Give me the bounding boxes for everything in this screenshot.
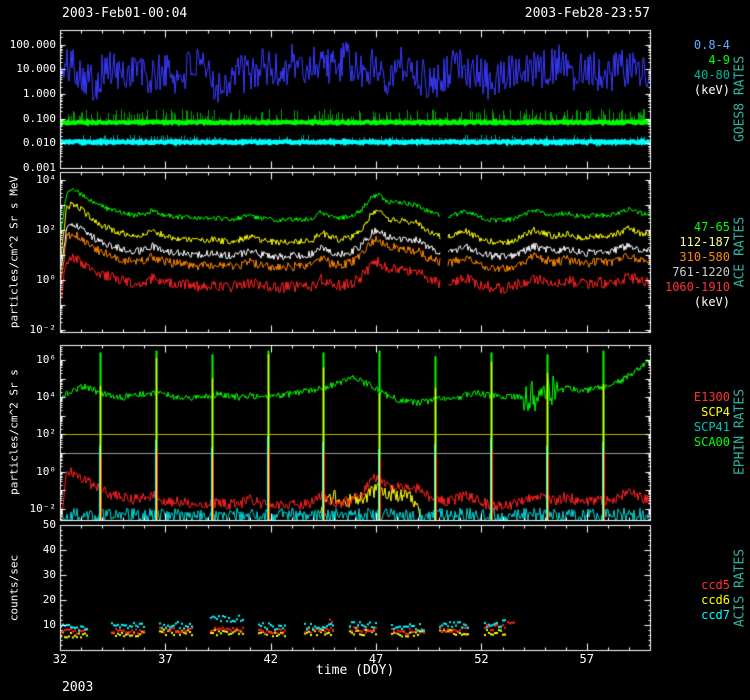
- y-tick-label: 10⁻²: [0, 323, 56, 336]
- x-tick-label: 57: [569, 652, 605, 666]
- y-tick-label: 50: [0, 518, 56, 531]
- legend-entry: (keV): [652, 295, 730, 310]
- panel-legend: E1300SCP4SCP41SCA00: [652, 390, 730, 450]
- legend-entry: 310-580: [652, 250, 730, 265]
- legend-entry: 1060-1910: [652, 280, 730, 295]
- y-tick-label: 0.010: [0, 136, 56, 149]
- ephin-panel-title: EPHIN RATES: [733, 389, 748, 475]
- legend-entry: 0.8-4: [652, 38, 730, 53]
- y-tick-label: 10⁻²: [0, 502, 56, 515]
- y-tick-label: 10⁰: [0, 465, 56, 478]
- legend-entry: 40-80: [652, 68, 730, 83]
- x-tick-label: 52: [463, 652, 499, 666]
- acis-panel-title: ACIS RATES: [733, 549, 748, 627]
- y-tick-label: 10²: [0, 427, 56, 440]
- legend-entry: 761-1220: [652, 265, 730, 280]
- y-tick-label: 10.000: [0, 62, 56, 75]
- legend-entry: ccd6: [652, 593, 730, 608]
- panel-legend: 47-65112-187310-580761-12201060-1910(keV…: [652, 220, 730, 310]
- panel-legend: ccd5ccd6ccd7: [652, 578, 730, 623]
- y-tick-label: 10⁴: [0, 390, 56, 403]
- y-tick-label: 10²: [0, 223, 56, 236]
- legend-entry: (keV): [652, 83, 730, 98]
- year-label: 2003: [62, 680, 93, 695]
- legend-entry: 47-65: [652, 220, 730, 235]
- legend-entry: 112-187: [652, 235, 730, 250]
- acis-y-axis-label: counts/sec: [8, 555, 21, 621]
- legend-entry: 4-9: [652, 53, 730, 68]
- y-tick-label: 10⁴: [0, 173, 56, 186]
- y-tick-label: 100.000: [0, 38, 56, 51]
- y-tick-label: 40: [0, 543, 56, 556]
- legend-entry: SCP4: [652, 405, 730, 420]
- y-tick-label: 1.000: [0, 87, 56, 100]
- y-tick-label: 10: [0, 618, 56, 631]
- end-time-label: 2003-Feb28-23:57: [525, 6, 650, 21]
- ace-panel-title: ACE RATES: [733, 217, 748, 287]
- legend-entry: E1300: [652, 390, 730, 405]
- y-tick-label: 0.100: [0, 112, 56, 125]
- y-tick-label: 10⁰: [0, 273, 56, 286]
- x-tick-label: 32: [42, 652, 78, 666]
- legend-entry: SCP41: [652, 420, 730, 435]
- ace-y-axis-label: particles/cm^2 Sr s MeV: [8, 176, 21, 328]
- x-tick-label: 37: [147, 652, 183, 666]
- y-tick-label: 30: [0, 568, 56, 581]
- goes8-panel-title: GOES8 RATES: [733, 56, 748, 142]
- space-weather-rates-plot: 2003-Feb01-00:04 2003-Feb28-23:57 partic…: [0, 0, 750, 700]
- legend-entry: ccd7: [652, 608, 730, 623]
- x-tick-label: 47: [358, 652, 394, 666]
- legend-entry: SCA00: [652, 435, 730, 450]
- x-tick-label: 42: [253, 652, 289, 666]
- panel-legend: 0.8-44-940-80(keV): [652, 38, 730, 98]
- chart-canvas: [0, 0, 750, 700]
- y-tick-label: 10⁶: [0, 353, 56, 366]
- y-tick-label: 20: [0, 593, 56, 606]
- legend-entry: ccd5: [652, 578, 730, 593]
- start-time-label: 2003-Feb01-00:04: [62, 6, 187, 21]
